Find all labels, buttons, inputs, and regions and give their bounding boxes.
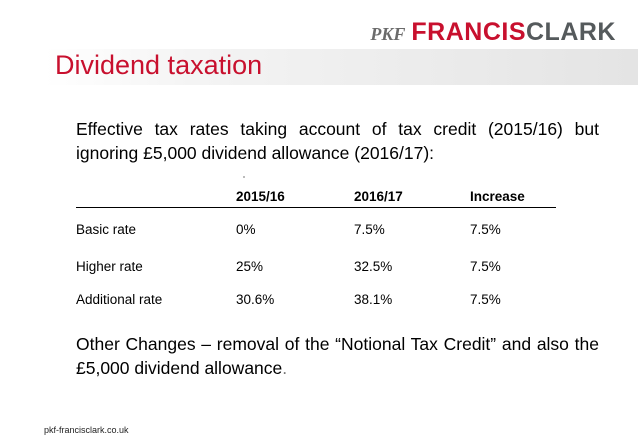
- cell-increase: 7.5%: [470, 221, 501, 237]
- row-label: Higher rate: [76, 259, 143, 274]
- cell-2016-17: 32.5%: [354, 259, 393, 274]
- cell-2015-16: 25%: [236, 259, 264, 274]
- cell-2016-17: 7.5%: [354, 221, 385, 237]
- logo-wordmark: FRANCISCLARK: [411, 18, 616, 47]
- row-label: Basic rate: [76, 221, 137, 237]
- stray-dot: [243, 176, 245, 178]
- table-header-row: 2015/16 2016/17 Increase: [76, 185, 556, 208]
- footer-url: pkf-francisclark.co.uk: [44, 425, 129, 435]
- table-row: Additional rate 30.6% 38.1% 7.5%: [76, 283, 556, 316]
- cell-2016-17: 38.1%: [354, 292, 393, 307]
- title-band: [45, 49, 638, 85]
- brand-logo: PKF FRANCISCLARK: [370, 18, 616, 47]
- cell-2015-16: 0%: [236, 221, 256, 237]
- logo-wordmark-part2: CLARK: [526, 18, 616, 46]
- logo-prefix: PKF: [370, 24, 406, 44]
- table-row: Basic rate 0% 7.5% 7.5%: [76, 208, 556, 251]
- row-label: Additional rate: [76, 292, 163, 307]
- other-changes-body: Other Changes – removal of the “Notional…: [76, 334, 599, 378]
- header-increase: Increase: [470, 185, 556, 208]
- intro-text: Effective tax rates taking account of ta…: [76, 119, 599, 163]
- table-row: Higher rate 25% 32.5% 7.5%: [76, 250, 556, 283]
- slide-title: Dividend taxation: [55, 50, 263, 80]
- header-2016-17: 2016/17: [354, 185, 470, 208]
- cell-increase: 7.5%: [470, 292, 501, 307]
- other-changes-tail: .: [282, 358, 288, 378]
- cell-increase: 7.5%: [470, 259, 501, 274]
- header-blank: [76, 185, 236, 208]
- tax-rates-table: 2015/16 2016/17 Increase Basic rate 0% 7…: [76, 185, 556, 316]
- other-changes-text: Other Changes – removal of the “Notional…: [76, 332, 599, 380]
- logo-wordmark-part1: FRANCIS: [411, 18, 526, 46]
- header-2015-16: 2015/16: [236, 185, 354, 208]
- cell-2015-16: 30.6%: [236, 292, 275, 307]
